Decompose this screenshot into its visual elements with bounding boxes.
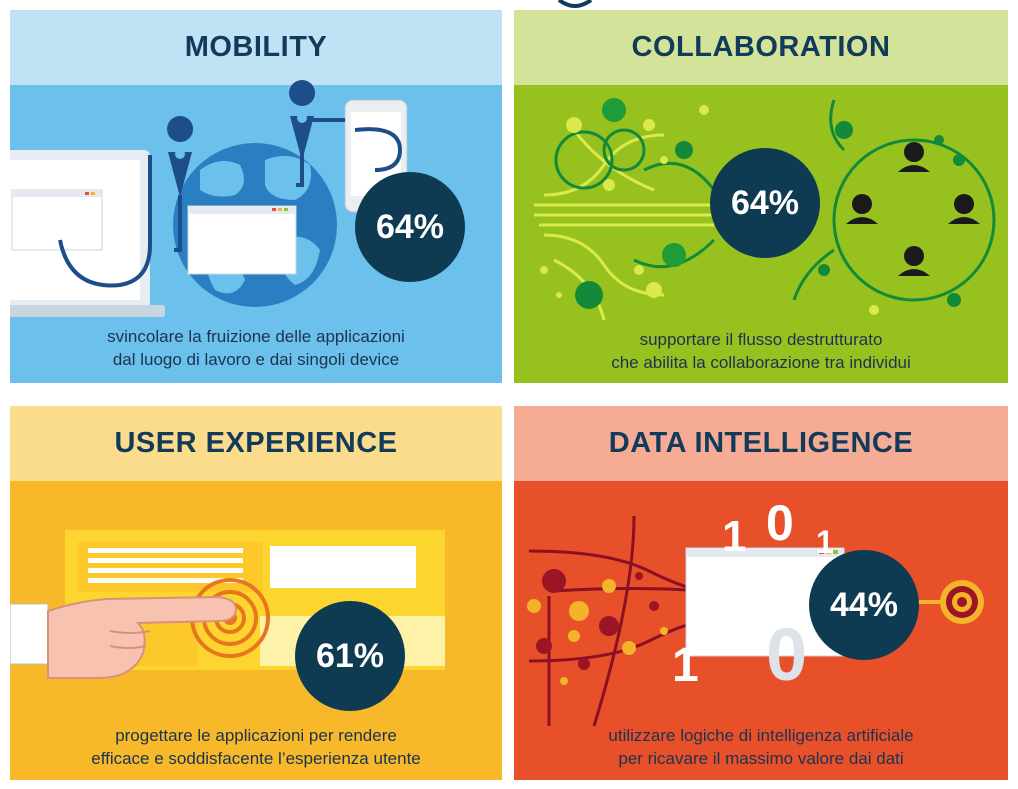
binary-digit: 0 bbox=[766, 495, 794, 551]
binary-digit: 1 bbox=[816, 524, 834, 560]
binary-digit: 1 bbox=[672, 639, 699, 692]
panel-title: MOBILITY bbox=[10, 10, 502, 85]
browser-window-icon bbox=[187, 205, 297, 275]
target-icon bbox=[909, 580, 984, 624]
panel-title: USER EXPERIENCE bbox=[10, 406, 502, 481]
person-icon bbox=[846, 194, 878, 224]
person-icon bbox=[898, 246, 930, 276]
panel-mobility: MOBILITY bbox=[10, 10, 502, 383]
caption-line: utilizzare logiche di intelligenza artif… bbox=[608, 726, 914, 745]
browser-window-icon bbox=[11, 189, 103, 251]
people-circle bbox=[792, 99, 996, 302]
percentage-badge: 64% bbox=[355, 172, 465, 282]
collaboration-illustration bbox=[534, 98, 996, 321]
percentage-badge: 64% bbox=[710, 148, 820, 258]
percentage-badge: 44% bbox=[809, 550, 919, 660]
panel-caption: progettare le applicazioni per rendere e… bbox=[10, 724, 502, 770]
caption-line: dal luogo di lavoro e dai singoli device bbox=[112, 350, 400, 369]
data-intelligence-illustration bbox=[527, 515, 984, 727]
percentage-badge: 61% bbox=[295, 601, 405, 711]
caption-line: per ricavare il massimo valore dai dati bbox=[618, 749, 904, 768]
decorative-dots bbox=[540, 98, 965, 315]
data-stream-lines bbox=[528, 515, 710, 727]
decorative-arc bbox=[557, 0, 593, 8]
caption-line: progettare le applicazioni per rendere bbox=[115, 726, 397, 745]
caption-line: svincolare la fruizione delle applicazio… bbox=[107, 327, 405, 346]
caption-line: supportare il flusso destrutturato bbox=[639, 330, 883, 349]
panel-caption: utilizzare logiche di intelligenza artif… bbox=[514, 724, 1008, 770]
flow-lines bbox=[534, 129, 714, 321]
panel-caption: svincolare la fruizione delle applicazio… bbox=[10, 325, 502, 371]
pointing-hand-icon bbox=[10, 595, 238, 679]
binary-digit: 1 bbox=[722, 512, 747, 561]
panel-caption: supportare il flusso destrutturato che a… bbox=[514, 328, 1008, 374]
panel-title: DATA INTELLIGENCE bbox=[514, 406, 1008, 481]
person-icon bbox=[898, 142, 930, 172]
location-pin-icon bbox=[167, 116, 194, 197]
panel-user-experience: USER EXPERIENCE 61% progettare le a bbox=[10, 406, 502, 780]
decorative-dots bbox=[527, 569, 668, 685]
location-pin-icon bbox=[289, 80, 316, 161]
panel-data-intelligence: DATA INTELLIGENCE bbox=[514, 406, 1008, 780]
binary-digit: 0 bbox=[766, 613, 808, 696]
panel-title: COLLABORATION bbox=[514, 10, 1008, 85]
caption-line: che abilita la collaborazione tra indivi… bbox=[611, 353, 911, 372]
user-experience-illustration bbox=[10, 530, 445, 679]
mobility-illustration bbox=[10, 80, 408, 317]
caption-line: efficace e soddisfacente l’esperienza ut… bbox=[91, 749, 421, 768]
panel-collaboration: COLLABORATION bbox=[514, 10, 1008, 383]
person-icon bbox=[948, 194, 980, 224]
